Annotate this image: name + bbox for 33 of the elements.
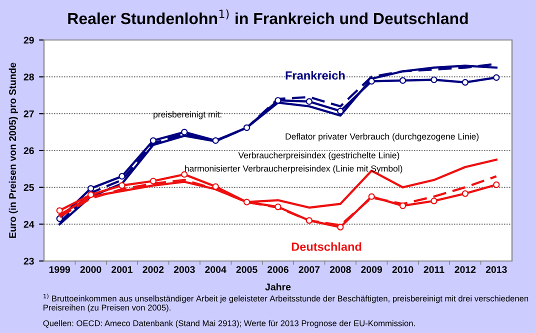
annotation: Verbraucherpreisindex (gestrichelte Linie)	[238, 152, 400, 160]
source-note: Quellen: OECD: Ameco Datenbank (Stand Mai 2913); Werte für 2013 Prognose der EU-Kommission.	[43, 320, 415, 328]
x-tick-label: 2003	[174, 266, 195, 274]
x-tick-label: 2010	[392, 266, 414, 273]
y-axis-title: Euro (in Preisen von 2005) pro Stunde	[8, 62, 18, 238]
annotation: Frankreich	[286, 70, 345, 80]
y-tick-label: 25	[24, 184, 34, 191]
x-tick-label: 2004	[205, 266, 226, 273]
text: $^{1)}$ Bruttoeinkommen aus unselbständiger Arbeit je geleisteter Arbeitsstunde der Beschäftigten, preisbereinigt mit drei verschiedenen Preisreihen (zu Preisen von 2005).	[44, 294, 528, 312]
y-tick-label: 29	[24, 36, 34, 44]
y-tick-label: 24	[24, 220, 34, 228]
y-tick-label: 23	[24, 258, 34, 265]
x-tick-label: 2009	[361, 266, 382, 273]
x-tick-label: 2011	[424, 266, 444, 273]
y-tick-label: 26	[24, 147, 34, 154]
x-tick-label: 1999	[49, 266, 70, 273]
annotation: preisbereinigt mit:	[154, 111, 222, 120]
x-tick-label: 2005	[236, 266, 258, 273]
x-tick-label: 2012	[454, 266, 476, 273]
x-tick-label: 2000	[80, 266, 102, 273]
x-tick-label: 2001	[112, 266, 133, 273]
annotation: Deutschland	[292, 242, 362, 251]
x-tick-label: 2002	[142, 266, 164, 273]
x-tick-label: 2008	[330, 266, 351, 273]
x-tick-label: 2007	[298, 266, 320, 273]
x-tick-label: 2013	[486, 266, 507, 274]
annotation: harmonisierter Verbraucherpreisindex (Linie mit Symbol)	[185, 165, 402, 174]
x-tick-label: 2006	[268, 266, 288, 273]
x-axis-title: Jahre	[265, 283, 291, 290]
y-tick-label: 27	[24, 110, 34, 118]
y-tick-label: 28	[24, 74, 34, 80]
annotation: Deflator privater Verbrauch (durchgezogene Linie)	[286, 133, 479, 142]
chart-title: Realer Stundenlohn$^{1)}$ in Frankreich und Deutschland	[68, 9, 468, 24]
